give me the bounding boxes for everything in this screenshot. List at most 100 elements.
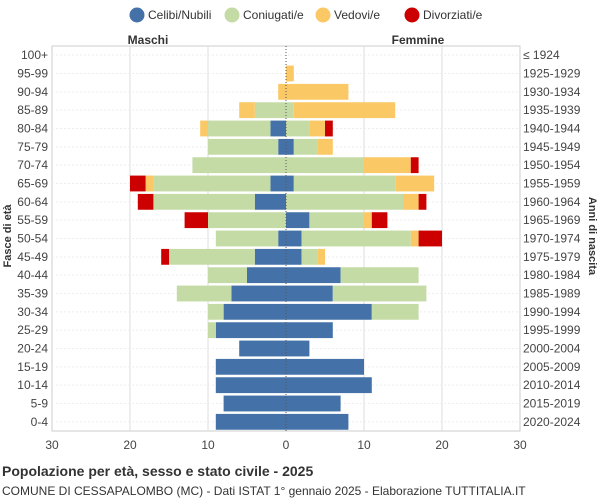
age-group-label: 45-49 xyxy=(17,250,48,264)
bar-female xyxy=(286,303,372,320)
bar-female xyxy=(410,157,419,174)
age-group-label: 75-79 xyxy=(17,140,48,154)
females-side-label: Femmine xyxy=(392,33,445,47)
age-group-label: 0-4 xyxy=(31,415,49,429)
bar-male xyxy=(130,175,146,192)
birth-year-label: 2015-2019 xyxy=(523,397,581,411)
bar-male xyxy=(208,138,279,155)
age-group-label: 90-94 xyxy=(17,85,48,99)
bar-female xyxy=(293,175,396,192)
age-group-label: 70-74 xyxy=(17,158,48,172)
bar-female xyxy=(371,303,419,320)
bar-female xyxy=(286,230,302,247)
bar-male xyxy=(208,212,286,229)
bar-male xyxy=(192,157,286,174)
legend-label: Divorziati/e xyxy=(423,8,483,22)
age-group-label: 35-39 xyxy=(17,287,48,301)
bar-male xyxy=(223,395,286,412)
bar-male xyxy=(239,340,286,357)
age-group-label: 15-19 xyxy=(17,360,48,374)
bar-male xyxy=(208,267,247,284)
birth-year-label: 1965-1969 xyxy=(523,213,581,227)
bar-female xyxy=(317,138,333,155)
x-tick-label: 20 xyxy=(123,438,137,452)
bar-female xyxy=(286,65,294,82)
bar-female xyxy=(418,193,427,210)
bar-male xyxy=(176,285,232,302)
x-tick-label: 10 xyxy=(201,438,215,452)
bar-female xyxy=(293,138,318,155)
birth-year-label: 1935-1939 xyxy=(523,103,581,117)
birth-year-label: 1930-1934 xyxy=(523,85,581,99)
bar-male xyxy=(270,175,286,192)
bar-female xyxy=(403,193,419,210)
bar-female xyxy=(371,212,388,229)
bar-female xyxy=(286,193,403,210)
bar-male xyxy=(215,413,286,430)
bar-male xyxy=(169,248,255,265)
bar-female xyxy=(286,175,294,192)
birth-year-label: 2005-2009 xyxy=(523,360,581,374)
age-group-label: 60-64 xyxy=(17,195,48,209)
bar-male xyxy=(254,102,286,119)
birth-year-label: 2000-2004 xyxy=(523,342,581,356)
birth-year-label: 2010-2014 xyxy=(523,378,581,392)
bar-female xyxy=(286,248,302,265)
birth-year-label: 1955-1959 xyxy=(523,177,581,191)
chart-source-note: COMUNE DI CESSAPALOMBO (MC) - Dati ISTAT… xyxy=(2,484,526,498)
bar-female xyxy=(286,377,372,394)
x-tick-label: 20 xyxy=(435,438,449,452)
birth-year-label: 1925-1929 xyxy=(523,67,581,81)
bar-male xyxy=(254,193,286,210)
birth-year-label: 1980-1984 xyxy=(523,268,581,282)
age-group-label: 65-69 xyxy=(17,177,48,191)
bar-male xyxy=(254,248,286,265)
legend-label: Coniugati/e xyxy=(243,8,304,22)
birth-year-label: 1950-1954 xyxy=(523,158,581,172)
bar-female xyxy=(286,83,349,100)
age-group-label: 50-54 xyxy=(17,232,48,246)
age-group-label: 25-29 xyxy=(17,323,48,337)
bar-female xyxy=(364,212,372,229)
legend-label: Vedovi/e xyxy=(334,8,380,22)
chart-legend: Celibi/Nubili Coniugati/e Vedovi/e Divorzia… xyxy=(129,7,483,23)
x-tick-label: 10 xyxy=(357,438,371,452)
bar-female xyxy=(286,102,294,119)
bar-female xyxy=(395,175,435,192)
birth-year-label: 1970-1974 xyxy=(523,232,581,246)
x-tick-label: 30 xyxy=(45,438,59,452)
bar-female xyxy=(309,120,325,137)
age-group-label: 100+ xyxy=(21,48,48,62)
bar-male xyxy=(208,322,216,339)
bar-male xyxy=(161,248,169,265)
population-pyramid-chart: Celibi/Nubili Coniugati/e Vedovi/e Divorzia… xyxy=(2,7,598,452)
bar-male xyxy=(215,322,286,339)
bar-female xyxy=(286,267,341,284)
legend-swatch xyxy=(224,7,240,23)
birth-year-label: ≤ 1924 xyxy=(523,48,560,62)
legend-swatch xyxy=(404,7,420,23)
birth-year-label: 1985-1989 xyxy=(523,287,581,301)
bar-male xyxy=(137,193,154,210)
bar-male xyxy=(215,377,286,394)
bar-male xyxy=(278,83,286,100)
birth-year-labels: ≤ 1924 1925-1929 1930-1934 1935-1939 1940-19… xyxy=(523,48,581,429)
age-group-label: 40-44 xyxy=(17,268,48,282)
bar-male xyxy=(239,102,255,119)
bar-female xyxy=(286,212,310,229)
bar-male xyxy=(270,120,286,137)
bar-male xyxy=(278,230,286,247)
chart-title: Popolazione per età, sesso e stato civil… xyxy=(2,463,314,479)
bar-female xyxy=(340,267,419,284)
bar-male xyxy=(215,358,286,375)
bar-female xyxy=(286,285,333,302)
age-group-label: 5-9 xyxy=(31,397,49,411)
birth-year-label: 1995-1999 xyxy=(523,323,581,337)
y-axis-title-left: Fasce di età xyxy=(2,204,14,268)
bar-male xyxy=(231,285,286,302)
age-group-label: 10-14 xyxy=(17,378,48,392)
bar-male xyxy=(215,230,279,247)
chart-bars xyxy=(130,65,442,430)
bar-female xyxy=(286,138,294,155)
bar-male xyxy=(208,303,224,320)
